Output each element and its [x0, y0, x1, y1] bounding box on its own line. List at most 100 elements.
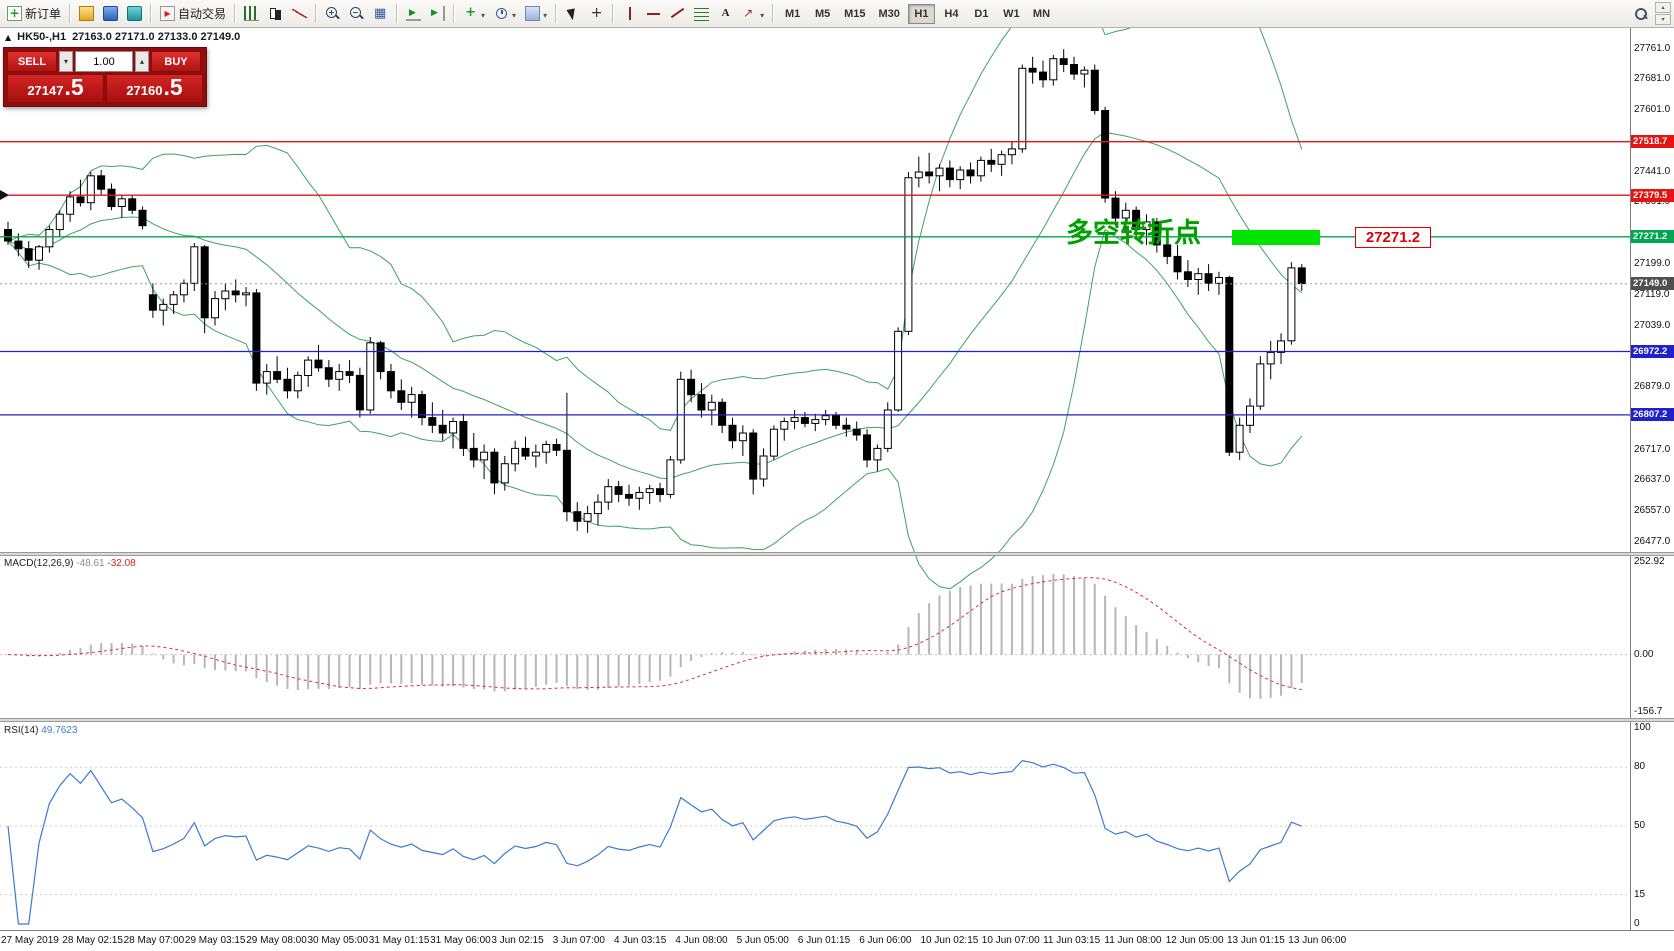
time-label: 6 Jun 01:15: [797, 935, 851, 946]
macd-axis-tick: 252.92: [1634, 556, 1665, 567]
time-label: 28 May 02:15: [62, 935, 123, 946]
toolbar-scroll-up-button[interactable]: [1655, 2, 1671, 13]
price-tick: 26637.0: [1634, 474, 1671, 486]
terminal-icon: [127, 6, 143, 21]
cursor-icon: [565, 6, 580, 21]
arrow-tools-button[interactable]: [738, 2, 768, 25]
templates-button[interactable]: [521, 2, 551, 25]
timeframe-mn-button[interactable]: MN: [1028, 4, 1055, 24]
sell-button[interactable]: SELL: [7, 51, 57, 72]
zoomout-icon: [349, 6, 364, 21]
crosshair-button[interactable]: [585, 2, 608, 25]
terminal-button[interactable]: [123, 2, 146, 25]
buy-price-button[interactable]: 27160.5: [106, 74, 203, 103]
zoom-out-button[interactable]: [345, 2, 368, 25]
volume-increase-button[interactable]: [135, 51, 149, 72]
marketwatch-icon: [79, 6, 95, 21]
pane-separator-macd[interactable]: [0, 552, 1674, 556]
fibonacci-button[interactable]: [690, 2, 713, 25]
vline-icon: [622, 6, 637, 21]
time-label: 3 Jun 07:00: [552, 935, 605, 946]
buy-price-frac: .5: [163, 74, 183, 100]
line-anchor-marker: [0, 190, 9, 201]
level-lines[interactable]: [0, 141, 1630, 416]
sell-price-button[interactable]: 27147.5: [7, 74, 104, 103]
toolbar-scroll-down-button[interactable]: [1655, 14, 1671, 25]
dropdown-arrow-icon: [512, 7, 516, 21]
chartshift-icon: [430, 6, 446, 21]
timeframe-m1-button[interactable]: M1: [779, 4, 806, 24]
timeframe-m15-button[interactable]: M15: [839, 4, 870, 24]
line-chart-button[interactable]: [288, 2, 311, 25]
timeframe-m5-button[interactable]: M5: [809, 4, 836, 24]
chart-shift-button[interactable]: [426, 2, 449, 25]
bollinger-bands: [7, 28, 1303, 590]
indicators-button[interactable]: [459, 2, 489, 25]
rsi-pane: [0, 759, 1630, 925]
time-label: 6 Jun 06:00: [859, 935, 912, 946]
auto-scroll-button[interactable]: [402, 2, 425, 25]
time-label: 31 May 06:00: [430, 935, 491, 946]
bar-chart-button[interactable]: [240, 2, 263, 25]
price-axis[interactable]: 27761.0 27681.0 27601.0 27441.0 27361.0 27199…: [1630, 28, 1674, 930]
horizontal-line-button[interactable]: [642, 2, 665, 25]
text-button[interactable]: [714, 2, 737, 25]
timeframe-h4-button[interactable]: H4: [938, 4, 965, 24]
cursor-button[interactable]: [561, 2, 584, 25]
new-order-label: 新订单: [25, 7, 62, 21]
macd-title: MACD(12,26,9): [4, 558, 74, 569]
zoom-in-button[interactable]: [321, 2, 344, 25]
market-watch-button[interactable]: [75, 2, 98, 25]
time-axis[interactable]: 27 May 2019 28 May 02:15 28 May 07:00 29 Ma…: [0, 930, 1674, 951]
rsi-title: RSI(14): [4, 725, 39, 736]
time-label: 12 Jun 05:00: [1165, 935, 1224, 946]
tile-windows-button[interactable]: [369, 2, 392, 25]
search-icon: [1633, 6, 1648, 21]
time-label: 13 Jun 01:15: [1227, 935, 1285, 946]
timeframe-h1-button[interactable]: H1: [907, 3, 935, 24]
time-label: 29 May 03:15: [184, 935, 246, 946]
sell-price-frac: .5: [64, 74, 84, 100]
toolbar-separator: [772, 4, 775, 23]
timeframe-d1-button[interactable]: D1: [968, 4, 995, 24]
price-tick: 27361.0: [1634, 196, 1671, 208]
candlestick-chart-button[interactable]: [264, 2, 287, 25]
annotation-text[interactable]: 多空转折点: [1066, 218, 1201, 248]
toolbar-separator: [234, 4, 237, 23]
pane-separator-rsi[interactable]: [0, 718, 1674, 722]
price-tag-label[interactable]: 27271.2: [1355, 227, 1431, 248]
chart-symbol-label: HK50-,H1 27163.0 27171.0 27133.0 27149.0: [5, 31, 240, 43]
vertical-line-button[interactable]: [618, 2, 641, 25]
price-tick: 27039.0: [1634, 319, 1671, 331]
volume-input[interactable]: [75, 51, 133, 72]
tline-icon: [670, 6, 685, 21]
volume-decrease-button[interactable]: [59, 51, 73, 72]
time-label: 3 Jun 02:15: [491, 935, 544, 946]
candles-icon: [268, 6, 283, 21]
buy-button[interactable]: BUY: [151, 51, 201, 72]
macd-axis-tick: -156.7: [1634, 706, 1663, 717]
trendline-button[interactable]: [666, 2, 689, 25]
new-order-button[interactable]: 新订单: [3, 2, 65, 25]
macd-axis-tick: 0.00: [1634, 648, 1654, 660]
periods-button[interactable]: [490, 2, 520, 25]
neworder-icon: [7, 6, 22, 21]
linechart-icon: [292, 6, 308, 21]
timeframe-m30-button[interactable]: M30: [874, 4, 905, 24]
chart-canvas[interactable]: [0, 28, 1630, 950]
toolbar-separator: [150, 4, 153, 23]
collapse-trade-panel-icon[interactable]: [5, 31, 11, 43]
chart-window: HK50-,H1 27163.0 27171.0 27133.0 27149.0…: [0, 28, 1674, 951]
price-tick: 26879.0: [1634, 381, 1671, 393]
highlight-rectangle[interactable]: [1232, 230, 1320, 245]
toolbar-separator: [69, 4, 72, 23]
price-level-badge-red: 27379.5: [1631, 188, 1674, 202]
timeframe-w1-button[interactable]: W1: [998, 4, 1025, 24]
navigator-button[interactable]: [99, 2, 122, 25]
auto-trading-button[interactable]: 自动交易: [156, 2, 230, 25]
macd-pane: [0, 573, 1630, 699]
search-button[interactable]: [1629, 2, 1652, 25]
arrows-icon: [742, 6, 757, 21]
crosshair-icon: [589, 6, 604, 21]
